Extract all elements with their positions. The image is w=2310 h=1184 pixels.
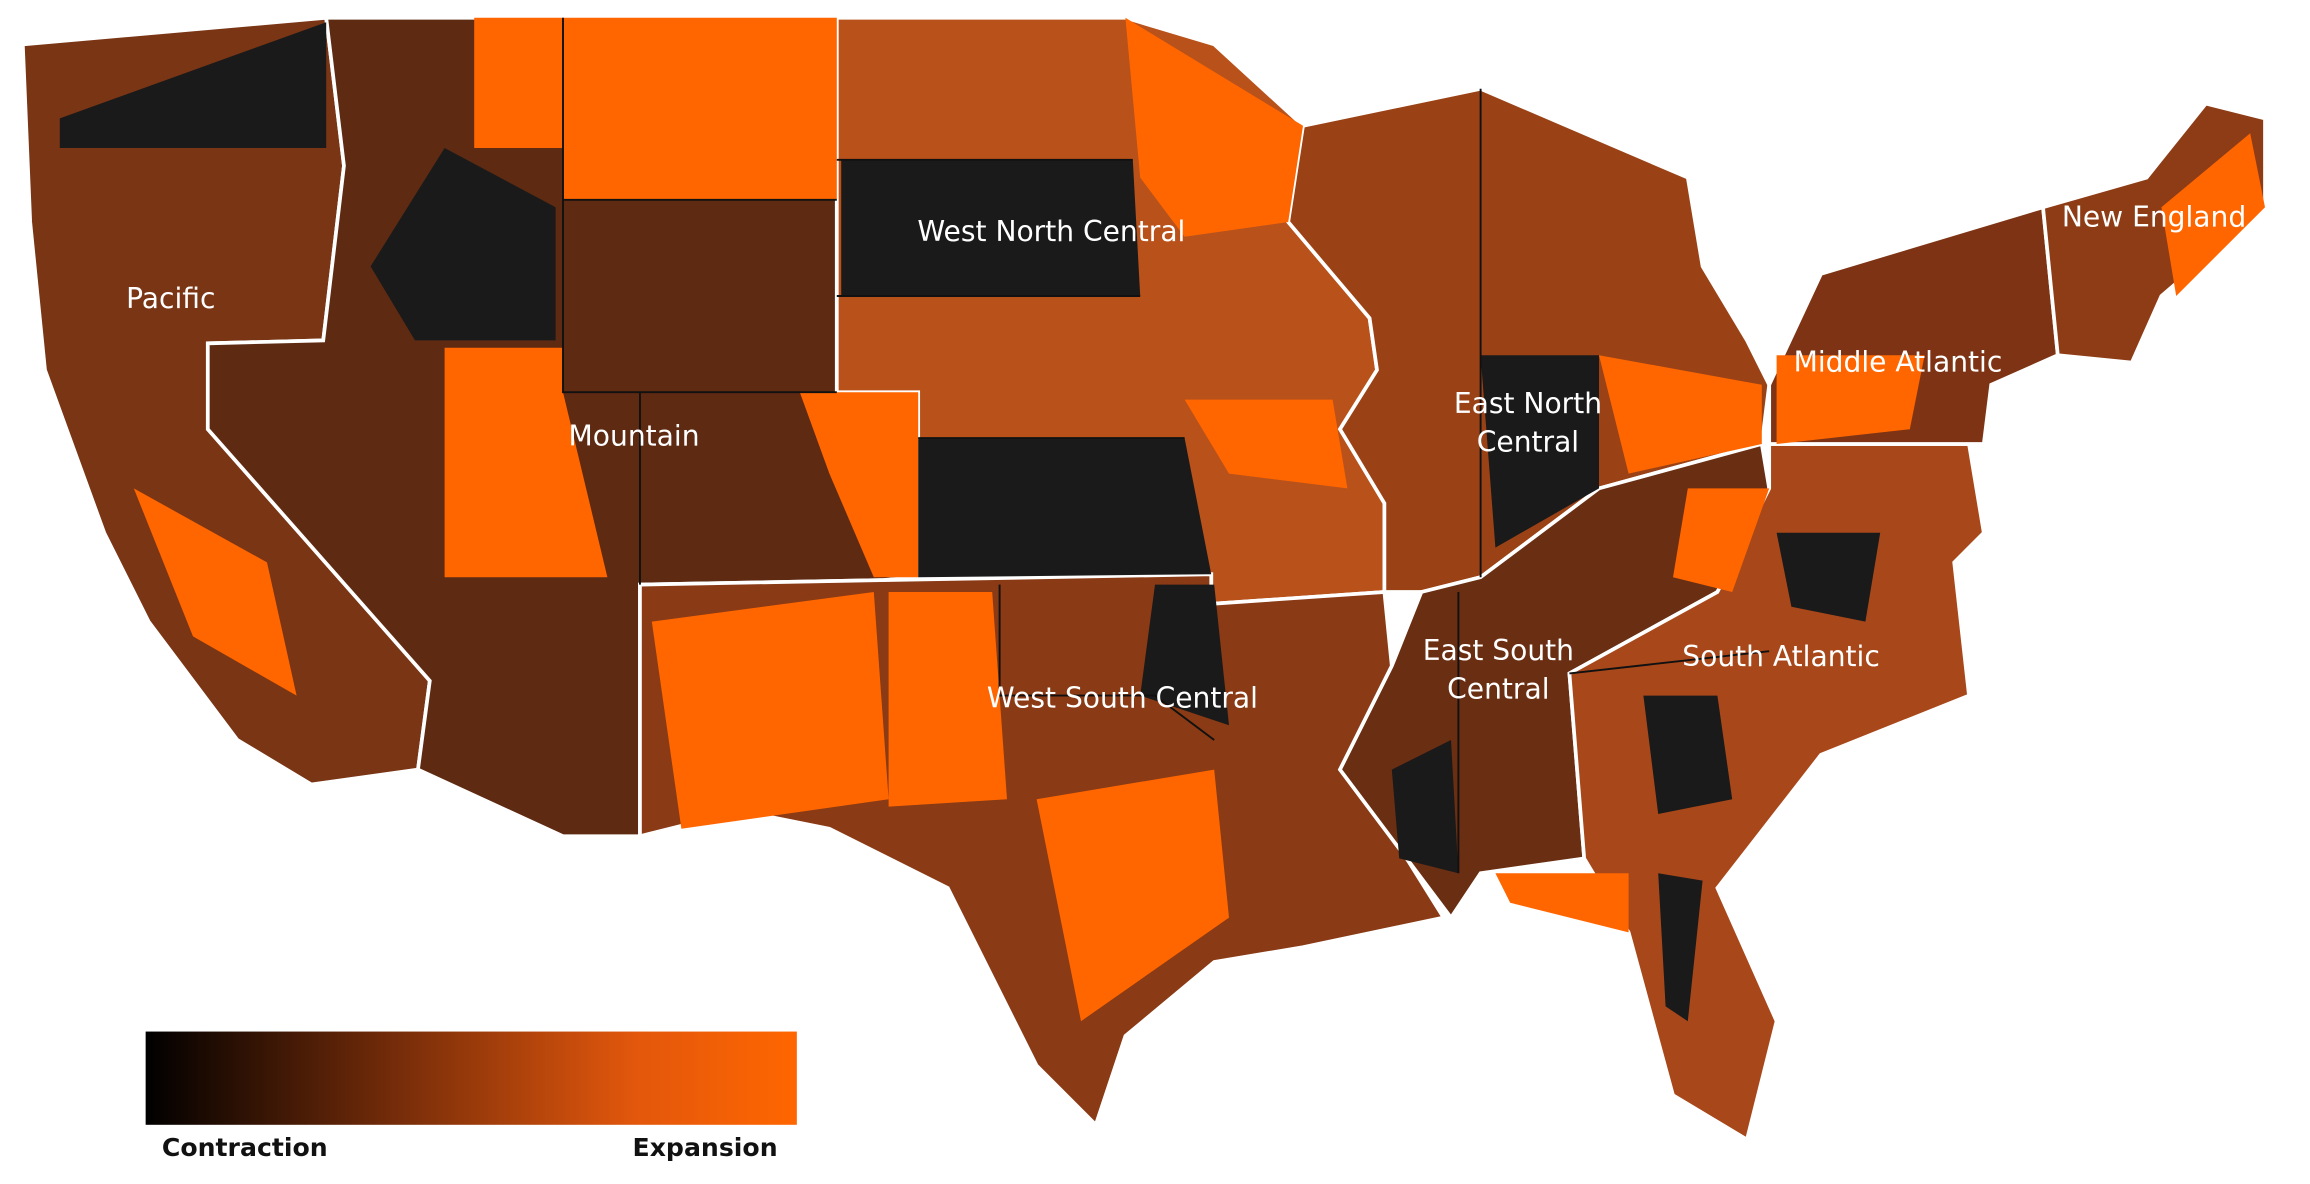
region-label-line: Middle Atlantic (1794, 345, 2003, 378)
area-shade (1673, 488, 1770, 592)
area-shade (133, 488, 297, 696)
area-shade (918, 438, 1212, 578)
area-shade (1599, 355, 1762, 474)
region-label: West South Central (987, 681, 1258, 714)
area-shade (1776, 355, 1925, 444)
region-label: East North Central (1454, 387, 1602, 458)
area-shade (1036, 769, 1229, 1022)
state-border (998, 584, 1215, 741)
area-shade (888, 592, 1007, 807)
state-borders (562, 17, 1770, 874)
area-shade (651, 592, 889, 829)
region-label-line: New England (2062, 200, 2246, 233)
area-shade (1125, 17, 1303, 237)
region-label-line: East North (1454, 387, 1602, 420)
area-shade (1140, 584, 1229, 726)
region-label: Pacific (126, 282, 215, 315)
area-shade (1391, 740, 1459, 874)
area-shade (1480, 355, 1599, 548)
area-shade (1658, 873, 1703, 1022)
area-shade (444, 347, 608, 578)
legend-high-label: Expansion (633, 1133, 778, 1162)
state-border (1569, 650, 1770, 675)
area-shade (1184, 399, 1348, 489)
region-label: Mountain (569, 419, 700, 452)
region-label: West North Central (917, 215, 1185, 248)
region-label-line: West South Central (987, 681, 1258, 714)
region-label: Middle Atlantic (1794, 345, 2003, 378)
region-label: South Atlantic (1682, 640, 1880, 673)
state-border (562, 199, 837, 394)
legend-gradient (145, 1031, 797, 1125)
area-shade (59, 22, 327, 149)
area-shade (1776, 532, 1881, 622)
region-label-line: West North Central (917, 215, 1185, 248)
region-label-line: Mountain (569, 419, 700, 452)
area-shade (1495, 873, 1629, 933)
region-labels: Pacific Mountain West North Central West So… (126, 200, 2246, 714)
area-shade (799, 392, 919, 578)
area-shade (370, 148, 556, 341)
region-label-line: Central (1477, 425, 1579, 458)
area-shade (474, 17, 837, 200)
region-label-line: Central (1447, 673, 1549, 706)
region-label-line: East South (1423, 634, 1574, 667)
area-shade (841, 159, 1141, 296)
area-shade (2161, 133, 2265, 296)
legend-low-label: Contraction (162, 1133, 328, 1162)
region-label: New England (2062, 200, 2246, 233)
region-label-line: South Atlantic (1682, 640, 1880, 673)
region-label: East South Central (1423, 634, 1574, 705)
area-shade (1643, 695, 1733, 814)
county-shading (59, 17, 2265, 1022)
region-label-line: Pacific (126, 282, 215, 315)
